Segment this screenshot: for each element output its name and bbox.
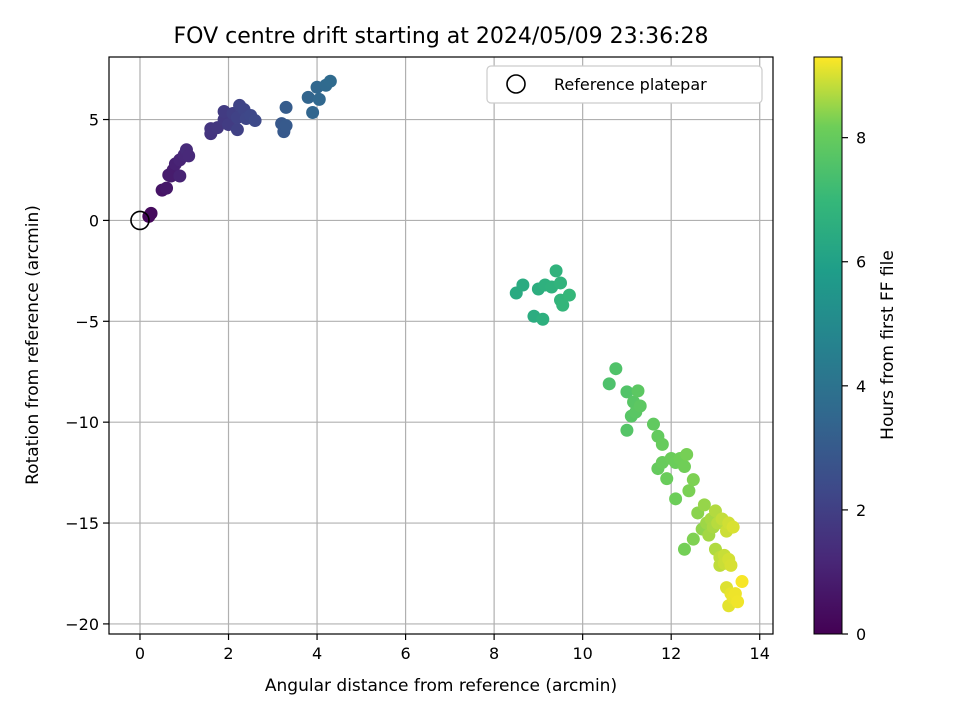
- data-point: [173, 169, 187, 183]
- colorbar-tick-label: 0: [856, 625, 866, 644]
- data-point: [323, 74, 337, 88]
- plot-frame: [108, 56, 774, 635]
- data-point: [731, 595, 745, 609]
- y-ticks: −20 −15 −10 −5 0 5: [65, 111, 109, 634]
- y-tick-label: 0: [89, 211, 99, 230]
- legend-entry-reference: Reference platepar: [554, 75, 707, 94]
- data-point: [660, 472, 674, 486]
- x-tick-label: 2: [223, 644, 233, 663]
- data-point: [312, 92, 326, 106]
- data-point: [686, 473, 700, 487]
- data-point: [609, 362, 623, 376]
- gridlines: [109, 57, 773, 634]
- y-tick-label: 5: [89, 111, 99, 130]
- data-point: [549, 264, 563, 278]
- data-point: [516, 278, 530, 292]
- colorbar: [813, 56, 843, 635]
- x-tick-label: 4: [312, 644, 322, 663]
- data-point: [631, 384, 645, 398]
- x-tick-label: 8: [489, 644, 499, 663]
- chart-title: FOV centre drift starting at 2024/05/09 …: [174, 24, 709, 49]
- data-point: [686, 532, 700, 546]
- data-point: [735, 575, 749, 589]
- x-tick-label: 0: [135, 644, 145, 663]
- data-point: [724, 558, 738, 572]
- x-axis-label: Angular distance from reference (arcmin): [265, 676, 617, 696]
- data-points: [142, 74, 749, 613]
- data-point: [160, 181, 174, 195]
- colorbar-tick-label: 8: [856, 129, 866, 148]
- y-axis-label: Rotation from reference (arcmin): [23, 205, 43, 485]
- x-ticks: 0 2 4 6 8 10 12 14: [135, 634, 770, 663]
- data-point: [677, 542, 691, 556]
- y-tick-label: −15: [65, 514, 99, 533]
- data-point: [680, 447, 694, 461]
- data-point: [602, 377, 616, 391]
- colorbar-tick-label: 4: [856, 377, 866, 396]
- data-point: [182, 149, 196, 163]
- colorbar-label: Hours from first FF file: [878, 250, 898, 440]
- data-point: [230, 123, 244, 137]
- data-point: [562, 288, 576, 302]
- data-point: [697, 498, 711, 512]
- data-point: [301, 90, 315, 104]
- data-point: [726, 520, 740, 534]
- data-point: [536, 312, 550, 326]
- data-point: [306, 105, 320, 119]
- legend-marker: [506, 74, 526, 94]
- x-tick-label: 6: [400, 644, 410, 663]
- x-tick-label: 10: [572, 644, 592, 663]
- x-tick-label: 14: [750, 644, 770, 663]
- legend-box: [486, 65, 763, 104]
- data-point: [620, 423, 634, 437]
- data-point: [248, 114, 262, 128]
- data-point: [554, 276, 568, 290]
- legend: Reference platepar: [486, 65, 763, 104]
- y-tick-label: −20: [65, 615, 99, 634]
- data-point: [669, 492, 683, 506]
- reference-point-marker: [130, 210, 150, 231]
- data-point: [655, 437, 669, 451]
- data-point: [620, 385, 634, 399]
- colorbar-tick-label: 6: [856, 253, 866, 272]
- data-point: [279, 100, 293, 114]
- data-point: [633, 399, 647, 413]
- colorbar-ticks: 0 2 4 6 8: [842, 129, 866, 644]
- x-tick-label: 12: [661, 644, 681, 663]
- data-point: [677, 460, 691, 474]
- data-point: [556, 298, 570, 312]
- data-point: [682, 484, 696, 498]
- reference-marker-group: [130, 210, 150, 231]
- y-tick-label: −5: [75, 312, 99, 331]
- data-point: [279, 119, 293, 133]
- y-tick-label: −10: [65, 413, 99, 432]
- data-point: [646, 417, 660, 431]
- colorbar-tick-label: 2: [856, 501, 866, 520]
